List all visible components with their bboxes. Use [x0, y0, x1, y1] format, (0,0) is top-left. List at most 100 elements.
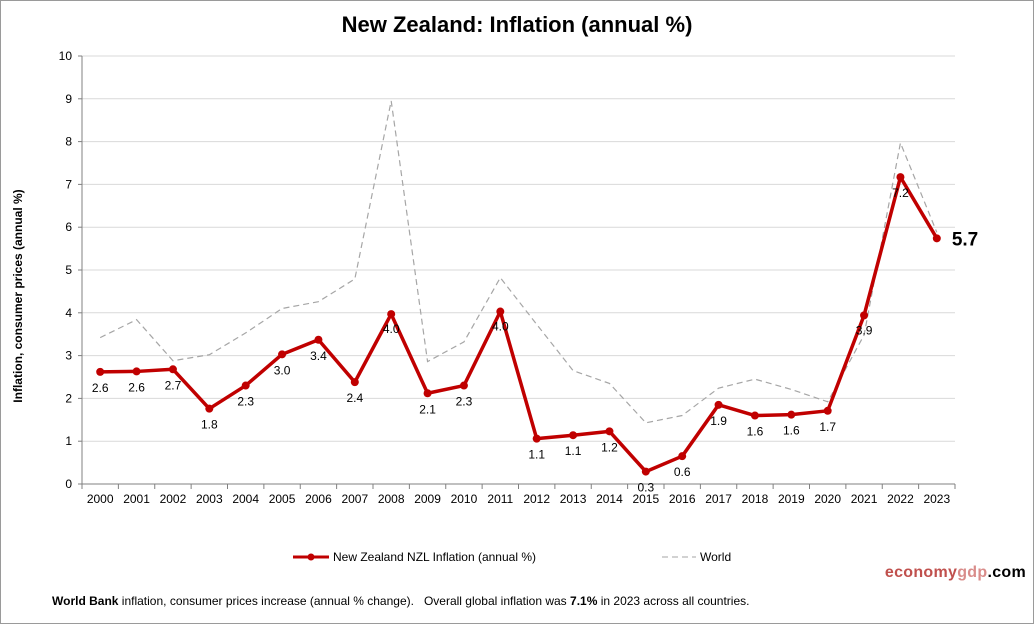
- x-tick-label: 2007: [341, 492, 368, 506]
- data-point: [205, 404, 214, 413]
- legend-item-nz: New Zealand NZL Inflation (annual %): [293, 550, 536, 564]
- data-point: [678, 452, 687, 461]
- data-label: 4.0: [492, 320, 509, 334]
- x-tick-label: 2020: [814, 492, 841, 506]
- brand-part-1: economy: [884, 564, 958, 581]
- data-point: [896, 173, 905, 182]
- data-point: [823, 406, 832, 415]
- legend-label-world: World: [700, 550, 732, 564]
- footnote: World Bank inflation, consumer prices in…: [52, 594, 749, 608]
- x-tick-label: 2005: [269, 492, 296, 506]
- data-label: 3.4: [310, 349, 327, 363]
- data-label: 2.6: [128, 380, 145, 394]
- x-tick-label: 2021: [851, 492, 878, 506]
- data-point: [641, 467, 650, 476]
- data-point: [96, 367, 105, 376]
- footnote-source: World Bank: [52, 594, 119, 608]
- data-label: 1.1: [528, 448, 545, 462]
- data-point: [860, 311, 869, 320]
- data-point: [750, 411, 759, 420]
- data-label: 2.3: [237, 395, 254, 409]
- data-point: [350, 378, 359, 387]
- x-tick-label: 2023: [923, 492, 950, 506]
- x-tick-label: 2018: [742, 492, 769, 506]
- x-tick-label: 2022: [887, 492, 914, 506]
- data-label: 0.6: [674, 465, 691, 479]
- brand-logo[interactable]: economygdp.com: [885, 564, 1026, 582]
- data-label: 1.8: [201, 418, 218, 432]
- data-label: 1.6: [747, 425, 764, 439]
- x-tick-label: 2017: [705, 492, 732, 506]
- data-point: [387, 310, 396, 319]
- data-label: 1.6: [783, 424, 800, 438]
- data-label: 3.0: [274, 363, 291, 377]
- x-tick-label: 2013: [560, 492, 587, 506]
- x-tick-label: 2011: [487, 492, 513, 506]
- y-tick-label: 8: [65, 135, 72, 149]
- data-point: [605, 427, 614, 436]
- footnote-text-2: in 2023 across all countries.: [597, 594, 750, 608]
- data-label: 2.1: [419, 402, 436, 416]
- legend: New Zealand NZL Inflation (annual %) Wor…: [0, 550, 1034, 570]
- x-tick-label: 2002: [160, 492, 187, 506]
- x-tick-label: 2009: [414, 492, 441, 506]
- data-label: 7.2: [892, 186, 909, 200]
- x-tick-label: 2004: [232, 492, 259, 506]
- data-label: 1.2: [601, 440, 618, 454]
- data-point: [314, 335, 323, 344]
- x-tick-label: 2019: [778, 492, 805, 506]
- y-tick-label: 2: [65, 391, 72, 405]
- data-label: 1.9: [710, 414, 727, 428]
- y-tick-label: 9: [65, 92, 72, 106]
- data-label: 3.9: [856, 323, 873, 337]
- data-label: 2.6: [92, 381, 109, 395]
- y-tick-label: 6: [65, 220, 72, 234]
- y-tick-label: 3: [65, 349, 72, 363]
- series-line-nz: [100, 175, 939, 474]
- data-point: [569, 431, 578, 440]
- y-tick-label: 5: [65, 263, 72, 277]
- x-tick-label: 2000: [87, 492, 114, 506]
- data-point: [168, 365, 177, 374]
- last-value-label: 5.7: [952, 229, 978, 250]
- chart-plot: 0 1 2 3 4 5 6 7 8 9 10 2000 2001 2002 2003 2004 2005 2006…: [59, 49, 979, 506]
- data-label: 2.4: [346, 391, 363, 405]
- legend-swatch-world: [662, 556, 696, 558]
- data-point: [278, 350, 287, 359]
- x-tick-label: 2012: [523, 492, 550, 506]
- x-tick-label: 2008: [378, 492, 405, 506]
- data-point: [459, 381, 468, 390]
- x-tick-label: 2010: [451, 492, 478, 506]
- data-point: [787, 410, 796, 419]
- data-label: 4.0: [383, 322, 400, 336]
- legend-label-nz: New Zealand NZL Inflation (annual %): [333, 550, 536, 564]
- data-label: 2.3: [456, 395, 473, 409]
- data-point: [496, 307, 505, 316]
- brand-part-2: gdp: [957, 564, 988, 581]
- x-tick-label: 2016: [669, 492, 696, 506]
- data-point: [423, 389, 432, 398]
- legend-item-world: World: [662, 550, 731, 564]
- y-tick-label: 4: [65, 306, 72, 320]
- legend-swatch-nz: [293, 553, 329, 561]
- x-tick-label: 2014: [596, 492, 623, 506]
- chart-title: New Zealand: Inflation (annual %): [341, 12, 693, 37]
- data-label: 2.7: [165, 378, 182, 392]
- x-tick-label: 2015: [632, 492, 659, 506]
- data-point: [714, 400, 723, 409]
- series-line-world: [99, 100, 938, 424]
- x-tick-label: 2001: [123, 492, 150, 506]
- data-label: 1.7: [819, 420, 836, 434]
- y-tick-label: 1: [65, 434, 72, 448]
- data-point: [241, 381, 250, 390]
- data-label: 0.3: [637, 481, 654, 495]
- x-tick-label: 2003: [196, 492, 223, 506]
- y-tick-label: 10: [59, 49, 73, 63]
- y-tick-label: 7: [65, 177, 72, 191]
- footnote-text-1: inflation, consumer prices increase (ann…: [118, 594, 571, 608]
- data-point: [932, 234, 941, 243]
- y-tick-label: 0: [65, 477, 72, 491]
- brand-part-3: .com: [987, 564, 1026, 581]
- data-point: [132, 367, 141, 376]
